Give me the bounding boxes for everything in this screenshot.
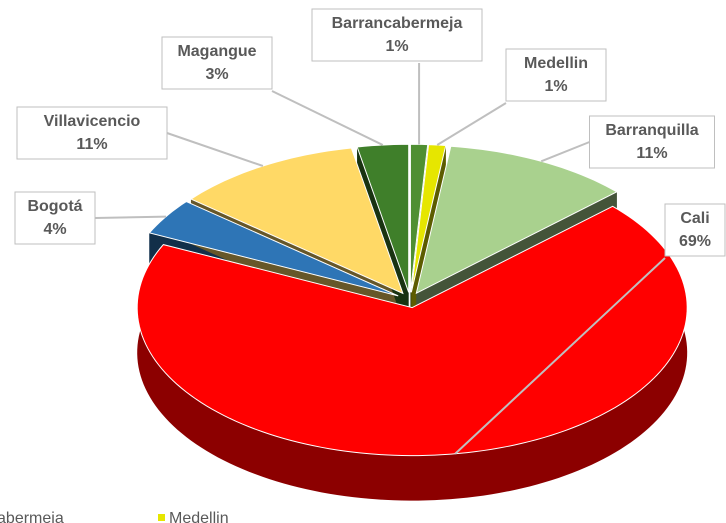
leader-line [540, 141, 590, 163]
slice [409, 143, 429, 293]
data-label-name: Medellin [524, 55, 588, 72]
slice [356, 143, 410, 293]
leader-line [271, 90, 384, 146]
leader-line [436, 102, 507, 146]
data-label-name: Bogotá [27, 198, 82, 215]
data-label-name: Cali [680, 210, 709, 227]
data-label-name: Barrancabermeja [332, 15, 463, 32]
label-box [161, 36, 273, 90]
label-box [664, 203, 726, 257]
slice-tops [136, 143, 688, 457]
label-box [14, 191, 96, 245]
data-label: 69% [679, 233, 711, 250]
label-box [16, 106, 168, 160]
data-label: 11% [636, 145, 667, 162]
legend-label: Medellin [169, 510, 229, 523]
slice [148, 200, 399, 297]
leader-line [454, 257, 666, 455]
data-label: 1% [544, 78, 567, 95]
data-label-name: Villavicencio [44, 113, 141, 130]
label-box [589, 115, 715, 169]
label-box [311, 8, 483, 62]
leader-line [94, 215, 167, 219]
label-box [505, 48, 607, 102]
data-label: 1% [385, 38, 408, 55]
slice [415, 145, 618, 295]
legend-swatch [158, 514, 165, 521]
data-label: 3% [205, 66, 228, 83]
data-label: 4% [43, 221, 66, 238]
legend-label: Barrancabermeja [0, 510, 64, 523]
slice [410, 144, 447, 293]
leader-line [166, 132, 264, 167]
data-label: 11% [76, 136, 107, 153]
data-label-name: Barranquilla [605, 122, 698, 139]
data-label-name: Magangue [177, 43, 256, 60]
